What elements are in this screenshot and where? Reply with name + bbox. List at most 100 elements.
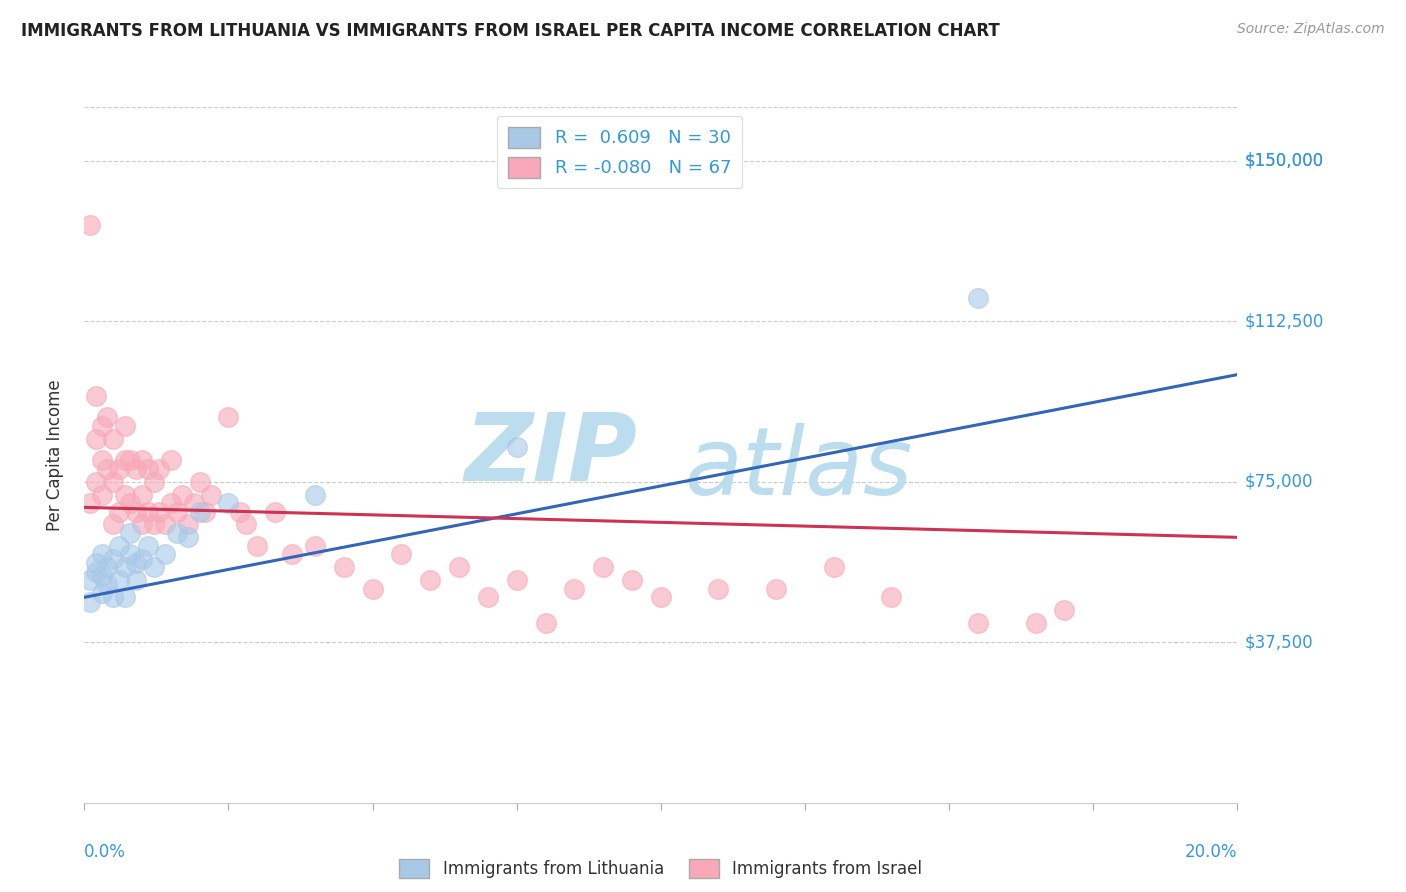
Text: $150,000: $150,000	[1244, 152, 1323, 169]
Text: $112,500: $112,500	[1244, 312, 1323, 330]
Point	[108, 573, 131, 587]
Point	[304, 539, 326, 553]
Text: 0.0%: 0.0%	[84, 843, 127, 861]
Point	[506, 441, 529, 455]
Point	[84, 432, 107, 446]
Point	[332, 560, 354, 574]
Point	[217, 496, 239, 510]
Point	[79, 573, 101, 587]
Text: IMMIGRANTS FROM LITHUANIA VS IMMIGRANTS FROM ISRAEL PER CAPITA INCOME CORRELATIO: IMMIGRANTS FROM LITHUANIA VS IMMIGRANTS …	[21, 22, 1000, 40]
Text: Source: ZipAtlas.com: Source: ZipAtlas.com	[1237, 22, 1385, 37]
Point	[263, 505, 285, 519]
Point	[103, 551, 124, 566]
Point	[79, 496, 101, 510]
Point	[120, 453, 142, 467]
Point	[84, 565, 107, 579]
Point	[84, 389, 107, 403]
Point	[172, 487, 194, 501]
Point	[142, 517, 165, 532]
Point	[419, 573, 441, 587]
Point	[96, 462, 118, 476]
Point	[114, 591, 136, 605]
Point	[90, 569, 112, 583]
Point	[108, 505, 131, 519]
Point	[506, 573, 529, 587]
Point	[592, 560, 614, 574]
Point	[96, 410, 118, 425]
Point	[142, 475, 165, 489]
Point	[166, 526, 188, 541]
Text: 20.0%: 20.0%	[1185, 843, 1237, 861]
Point	[79, 594, 101, 608]
Y-axis label: Per Capita Income: Per Capita Income	[45, 379, 63, 531]
Point	[281, 548, 304, 562]
Point	[90, 548, 112, 562]
Point	[229, 505, 252, 519]
Point	[562, 582, 586, 596]
Point	[96, 577, 118, 591]
Point	[108, 462, 131, 476]
Point	[765, 582, 787, 596]
Point	[447, 560, 470, 574]
Point	[880, 591, 903, 605]
Point	[114, 560, 136, 574]
Point	[235, 517, 257, 532]
Point	[103, 517, 124, 532]
Point	[131, 453, 153, 467]
Point	[90, 453, 112, 467]
Point	[166, 505, 188, 519]
Text: ZIP: ZIP	[465, 409, 638, 501]
Point	[125, 505, 148, 519]
Point	[707, 582, 730, 596]
Point	[967, 615, 990, 630]
Point	[200, 487, 222, 501]
Point	[131, 517, 153, 532]
Point	[120, 496, 142, 510]
Point	[177, 517, 200, 532]
Point	[103, 432, 124, 446]
Point	[120, 526, 142, 541]
Point	[90, 586, 112, 600]
Point	[153, 548, 176, 562]
Legend: Immigrants from Lithuania, Immigrants from Israel: Immigrants from Lithuania, Immigrants fr…	[392, 853, 929, 885]
Point	[108, 539, 131, 553]
Point	[148, 505, 170, 519]
Point	[177, 530, 200, 544]
Point	[103, 475, 124, 489]
Text: $150,000: $150,000	[1244, 152, 1323, 169]
Point	[621, 573, 644, 587]
Point	[125, 556, 148, 570]
Point	[194, 505, 217, 519]
Text: atlas: atlas	[683, 424, 912, 515]
Point	[96, 560, 118, 574]
Point	[114, 419, 136, 434]
Point	[90, 487, 112, 501]
Text: $75,000: $75,000	[1244, 473, 1313, 491]
Point	[188, 505, 211, 519]
Point	[136, 462, 159, 476]
Point	[103, 591, 124, 605]
Point	[114, 453, 136, 467]
Point	[967, 291, 990, 305]
Point	[148, 462, 170, 476]
Point	[1024, 615, 1046, 630]
Point	[246, 539, 269, 553]
Point	[131, 487, 153, 501]
Point	[217, 410, 239, 425]
Point	[125, 462, 148, 476]
Text: $37,500: $37,500	[1244, 633, 1313, 651]
Point	[391, 548, 413, 562]
Point	[477, 591, 499, 605]
Point	[131, 551, 153, 566]
Point	[142, 560, 165, 574]
Point	[160, 496, 183, 510]
Point	[160, 453, 183, 467]
Point	[188, 475, 211, 489]
Point	[120, 548, 142, 562]
Point	[823, 560, 845, 574]
Point	[84, 475, 107, 489]
Point	[650, 591, 672, 605]
Point	[136, 539, 159, 553]
Point	[534, 615, 557, 630]
Point	[125, 573, 148, 587]
